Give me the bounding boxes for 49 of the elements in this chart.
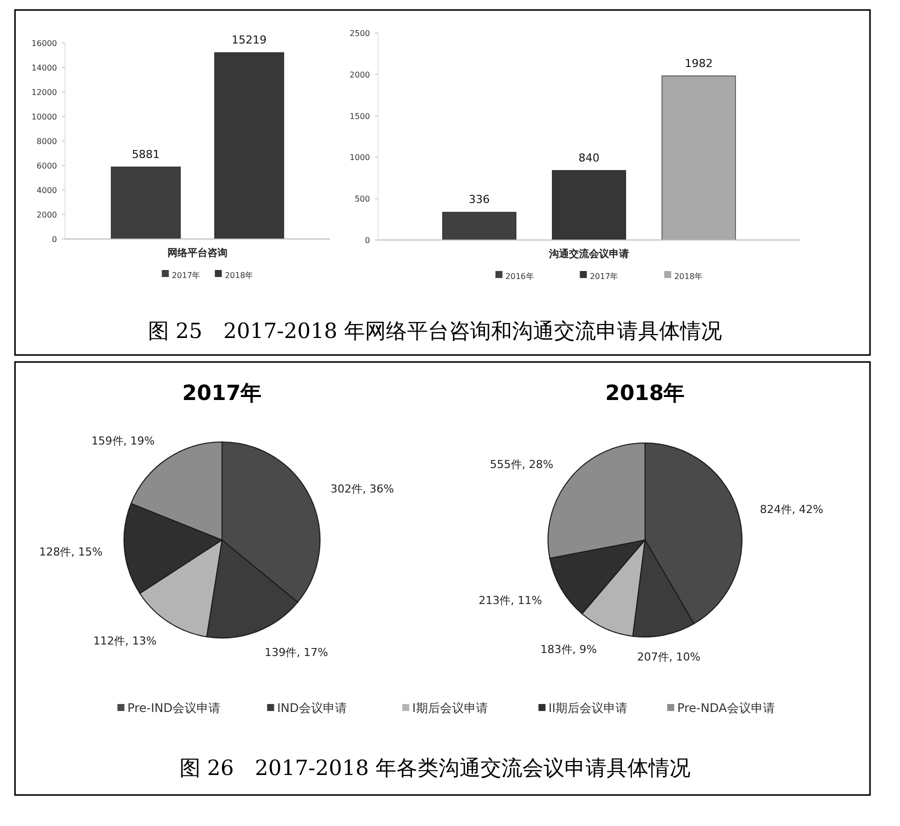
x-tick-label: 网络平台咨询 bbox=[168, 247, 228, 259]
y-tick-label: 2000 bbox=[350, 70, 370, 80]
data-label: 555件, 28% bbox=[490, 458, 554, 472]
data-label: 207件, 10% bbox=[637, 650, 701, 664]
data-label: 213件, 11% bbox=[478, 594, 542, 607]
legend-label: II期后会议申请 bbox=[548, 701, 628, 715]
y-tick-label: 4000 bbox=[36, 186, 57, 195]
y-tick-label: 500 bbox=[354, 194, 370, 204]
y-tick-label: 14000 bbox=[32, 64, 57, 72]
legend-label: 2016年 bbox=[505, 272, 534, 281]
y-tick-label: 6000 bbox=[36, 162, 57, 170]
data-label: 128件, 15% bbox=[39, 546, 103, 559]
y-tick-label: 12000 bbox=[32, 88, 57, 97]
y-tick-label: 2000 bbox=[36, 210, 57, 220]
chart-title: 2018年 bbox=[605, 381, 685, 405]
y-tick-label: 0 bbox=[364, 236, 370, 245]
data-label: 159件, 19% bbox=[91, 434, 155, 448]
legend-label: I期后会议申请 bbox=[412, 701, 488, 715]
data-label: 5881 bbox=[132, 148, 160, 161]
y-tick-label: 2500 bbox=[350, 29, 370, 38]
legend-label: 2018年 bbox=[674, 272, 703, 281]
data-label: 112件, 13% bbox=[93, 634, 157, 648]
y-tick-label: 8000 bbox=[36, 137, 57, 146]
bar bbox=[442, 212, 516, 240]
chart-title: 2017年 bbox=[182, 381, 262, 405]
data-label: 183件, 9% bbox=[540, 642, 597, 656]
legend-label: 2018年 bbox=[224, 271, 254, 280]
data-label: 139件, 17% bbox=[264, 646, 328, 660]
data-label: 824件, 42% bbox=[760, 502, 824, 516]
bar bbox=[552, 170, 626, 240]
x-tick-label: 沟通交流会议申请 bbox=[548, 248, 629, 260]
legend-label: IND会议申请 bbox=[277, 701, 347, 715]
y-tick-label: 16000 bbox=[32, 39, 57, 48]
legend-label: Pre-NDA会议申请 bbox=[677, 701, 775, 715]
y-tick-label: 1000 bbox=[350, 153, 370, 162]
y-tick-label: 0 bbox=[52, 235, 57, 244]
caption: 图 26 2017-2018 年各类沟通交流会议申请具体情况 bbox=[179, 756, 691, 780]
legend-label: 2017年 bbox=[172, 271, 200, 280]
legend-label: Pre-IND会议申请 bbox=[127, 701, 221, 715]
data-label: 302件, 36% bbox=[330, 482, 394, 496]
bar bbox=[662, 76, 736, 240]
data-label: 15219 bbox=[232, 34, 267, 47]
y-tick-label: 1500 bbox=[350, 112, 370, 121]
legend-label: 2017年 bbox=[590, 272, 618, 281]
data-label: 336 bbox=[468, 193, 490, 206]
data-label: 840 bbox=[578, 151, 600, 164]
data-label: 1982 bbox=[684, 56, 713, 70]
caption: 图 25 2017-2018 年网络平台咨询和沟通交流申请具体情况 bbox=[148, 319, 722, 343]
y-tick-label: 10000 bbox=[32, 112, 57, 122]
